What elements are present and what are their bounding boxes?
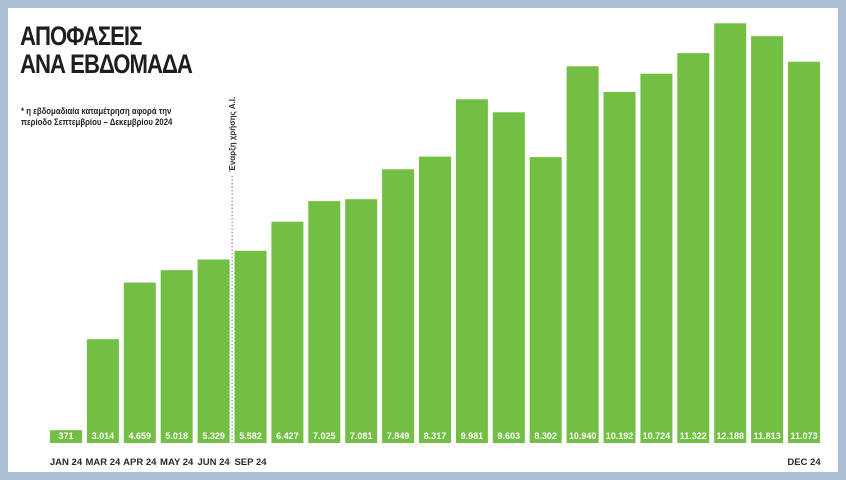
bar-value-label: 371 [58,431,73,441]
x-axis-label: JUN 24 [197,457,230,468]
x-axis-label: JAN 24 [50,457,83,468]
bar [566,66,599,444]
bar-value-label: 6.427 [276,431,299,441]
bar-value-label: 7.025 [313,431,336,441]
x-axis-label: DEC 24 [787,457,821,468]
title-line-2: ΑΝΑ ΕΒΔΟΜΑΔΑ [20,49,193,79]
marker-label: Έναρξη χρήσης Α.Ι. [228,97,237,172]
bar [50,430,82,443]
bar-value-label: 8.302 [534,431,557,441]
value-labels-group: 371 3.014 4.659 5.018 5.329 5.582 6.427 7.025 7.… [58,431,817,441]
x-axis-label: MAY 24 [160,457,194,468]
bar [640,73,673,443]
bar [603,92,636,443]
ai-start-marker: Έναρξη χρήσης Α.Ι. [228,97,237,443]
footnote-line-2: περίοδο Σεπτεμβρίου – Δεκεμβρίου 2024 [21,117,173,128]
bars-group [50,23,820,444]
bar-value-label: 9.603 [498,431,521,441]
title-line-1: ΑΠΟΦΑΣΕΙΣ [20,21,142,51]
bar-value-label: 8.317 [424,431,447,441]
bar-value-label: 7.081 [350,431,373,441]
bar [308,201,341,443]
bar [345,199,378,443]
bar [86,339,119,443]
x-axis-labels: JAN 24 MAR 24 APR 24 MAY 24 JUN 24 SEP 24 DEC … [50,457,821,468]
x-axis-label: APR 24 [123,457,157,468]
bar [788,61,820,443]
bar-value-label: 10.940 [569,431,597,441]
bar-value-label: 12.188 [716,431,744,441]
bar [677,53,710,443]
bar-value-label: 5.018 [165,431,188,441]
bar-value-label: 9.981 [461,431,484,441]
bar [419,156,451,443]
bar [492,112,525,444]
bar [714,23,747,444]
bar-value-label: 10.724 [643,431,671,441]
bar-value-label: 5.582 [239,431,262,441]
bar [382,169,415,444]
bar [751,36,784,443]
chart-footnote: * η εβδομαδιαία καταμέτρηση αφορά την πε… [21,106,172,128]
chart-title: ΑΠΟΦΑΣΕΙΣ ΑΝΑ ΕΒΔΟΜΑΔΑ [20,21,193,79]
bar [197,259,230,443]
bar-value-label: 11.073 [790,431,817,441]
bar-value-label: 11.322 [680,431,707,441]
bar [160,270,193,443]
bar [271,221,304,443]
bar-value-label: 10.192 [606,431,634,441]
bar [529,157,562,443]
x-axis-label: MAR 24 [85,457,121,468]
bar [234,250,267,443]
bar-value-label: 3.014 [92,431,115,441]
bar-value-label: 7.949 [387,431,410,441]
bar-value-label: 5.329 [202,431,225,441]
bar-value-label: 11.813 [754,431,781,441]
x-axis-label: SEP 24 [234,457,267,468]
bar [455,99,488,444]
bar [123,282,156,443]
footnote-line-1: * η εβδομαδιαία καταμέτρηση αφορά την [21,106,172,117]
bar-value-label: 4.659 [129,431,152,441]
